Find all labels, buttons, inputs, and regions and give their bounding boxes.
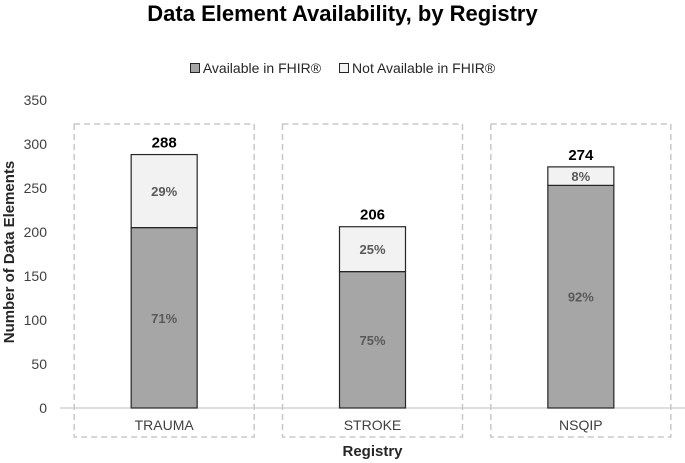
- legend-label-not-available: Not Available in FHIR®: [352, 60, 496, 76]
- legend-item-available: Available in FHIR®: [189, 60, 322, 76]
- y-tick-label: 300: [24, 136, 48, 152]
- bar-total-label: 206: [360, 207, 385, 224]
- y-tick-label: 50: [31, 356, 47, 372]
- category-group-box: [490, 123, 672, 438]
- bar-segment-not-available: [130, 153, 198, 229]
- x-axis-label: Registry: [342, 443, 403, 460]
- bar-segment-available: [130, 227, 198, 409]
- y-axis-label-container: Number of Data Elements: [1, 161, 18, 344]
- bar-data-label: 25%: [359, 242, 385, 257]
- bar-segment-available: [338, 271, 407, 409]
- bar-total-label: 288: [152, 135, 177, 152]
- x-tick-label: STROKE: [344, 417, 402, 433]
- category-group-box: [73, 123, 255, 438]
- bar-data-label: 75%: [359, 333, 385, 348]
- y-tick-label: 150: [24, 268, 48, 284]
- category-group-box: [281, 123, 464, 438]
- y-axis-label: Number of Data Elements: [1, 161, 18, 344]
- legend-swatch-available: [189, 63, 200, 73]
- bar-data-label: 92%: [568, 290, 594, 305]
- x-tick-label: TRAUMA: [135, 417, 195, 433]
- bar-total-label: 274: [568, 147, 594, 164]
- legend-swatch-not-available: [339, 63, 350, 73]
- legend-item-not-available: Not Available in FHIR®: [339, 60, 495, 76]
- y-tick-label: 350: [24, 92, 48, 108]
- bar-data-label: 29%: [151, 184, 177, 199]
- bar-data-label: 71%: [151, 311, 177, 326]
- legend: Available in FHIR® Not Available in FHIR…: [0, 60, 685, 76]
- bar-segment-not-available: [338, 226, 407, 273]
- y-tick-label: 100: [24, 312, 48, 328]
- x-tick-label: NSQIP: [559, 417, 603, 433]
- y-tick-label: 200: [24, 224, 48, 240]
- bar-segment-available: [547, 184, 615, 409]
- y-tick-label: 250: [24, 180, 48, 196]
- legend-label-available: Available in FHIR®: [202, 60, 322, 76]
- bar-data-label: 8%: [571, 169, 590, 184]
- bar-segment-not-available: [547, 166, 615, 186]
- chart-title: Data Element Availability, by Registry: [147, 1, 538, 26]
- y-tick-label: 0: [39, 400, 47, 416]
